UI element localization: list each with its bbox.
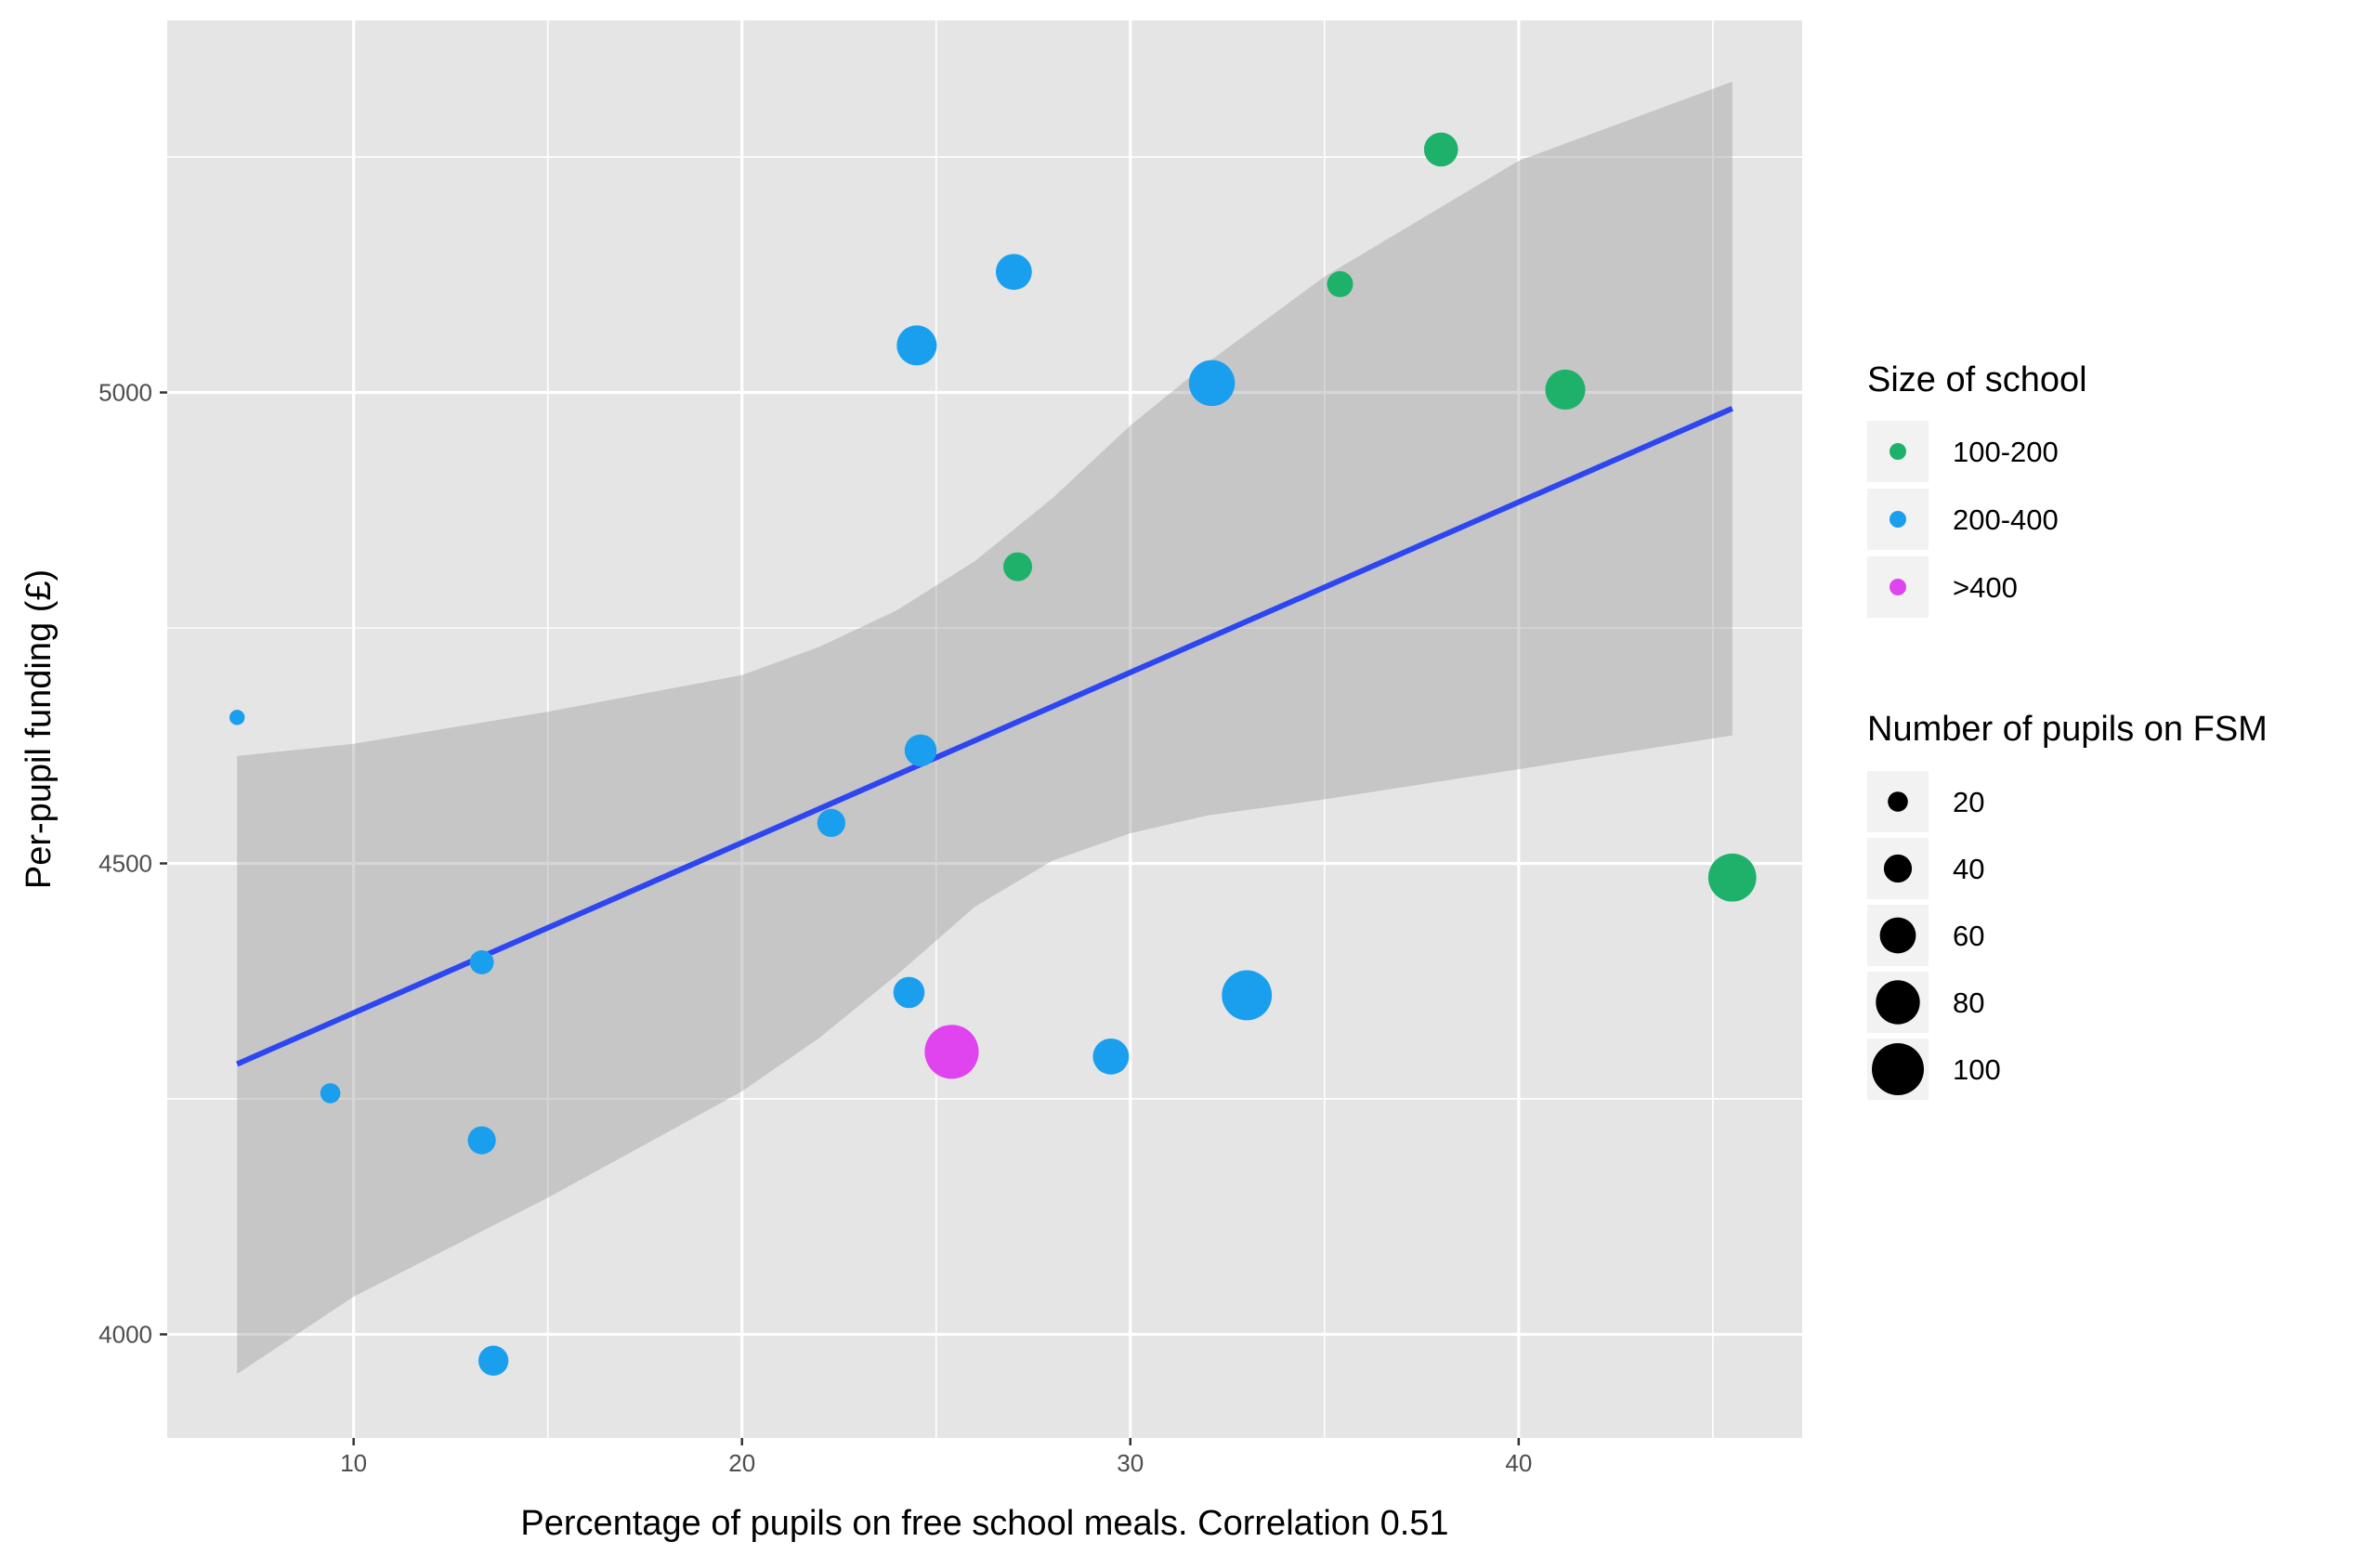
data-point [1423,132,1458,167]
legend-size-title: Number of pupils on FSM [1867,710,2268,749]
x-axis-ticks: 10 20 30 40 [340,1438,1532,1477]
y-tick-label: 5000 [98,379,152,407]
legend-size-key [1883,854,1913,883]
data-point [995,254,1032,291]
y-tick-label: 4000 [98,1320,152,1348]
data-point [477,1345,509,1377]
data-point [904,734,937,767]
legend-color-label: >400 [1953,571,2018,604]
legend-color-label: 100-200 [1953,436,2059,468]
x-tick-label: 30 [1117,1449,1144,1477]
data-point [1545,369,1586,411]
data-point [896,325,937,366]
y-axis-title: Per-pupil funding (£) [20,569,59,889]
data-point [467,1126,496,1155]
data-point [1188,359,1236,407]
data-point [893,976,925,1009]
x-tick-label: 20 [728,1449,755,1477]
data-point [1092,1038,1130,1075]
legend-size-key [1876,980,1920,1025]
data-point [469,950,494,974]
legend-size-label: 60 [1953,920,1984,952]
data-point [1327,270,1353,297]
confidence-band [237,81,1733,1375]
data-point [1003,552,1033,581]
data-point [924,1025,979,1079]
x-axis-title: Percentage of pupils on free school meal… [520,1504,1448,1543]
legend-color-key [1890,511,1906,528]
legend-size-label: 40 [1953,853,1984,885]
legend-color-key [1890,579,1906,595]
x-tick-label: 10 [340,1449,367,1477]
data-point [817,808,845,837]
legend-size-key [1888,791,1908,812]
legend-number-of-pupils-on-fsm: Number of pupils on FSM 20 40 60 80 100 [1867,710,2268,1100]
legend-size-key [1879,917,1916,954]
legend-size-of-school: Size of school 100-200 200-400 >400 [1867,360,2087,618]
x-tick-label: 40 [1505,1449,1532,1477]
data-point [320,1083,341,1104]
legend-size-label: 100 [1953,1053,2001,1086]
data-point [229,710,245,725]
y-axis-ticks: 4000 4500 5000 [98,379,167,1348]
legend-size-label: 20 [1953,786,1984,818]
grid-minor [167,20,1802,1438]
data-point [1707,853,1757,902]
legend-size-key [1872,1043,1924,1095]
plot-panel [167,20,1802,1438]
grid-major [167,20,1802,1438]
legend-color-title: Size of school [1867,360,2087,399]
legend-size-label: 80 [1953,987,1984,1019]
data-point [1222,970,1273,1021]
legend-color-label: 200-400 [1953,503,2059,536]
legend-color-key [1890,443,1906,460]
y-tick-label: 4500 [98,849,152,877]
data-points [229,132,1757,1377]
